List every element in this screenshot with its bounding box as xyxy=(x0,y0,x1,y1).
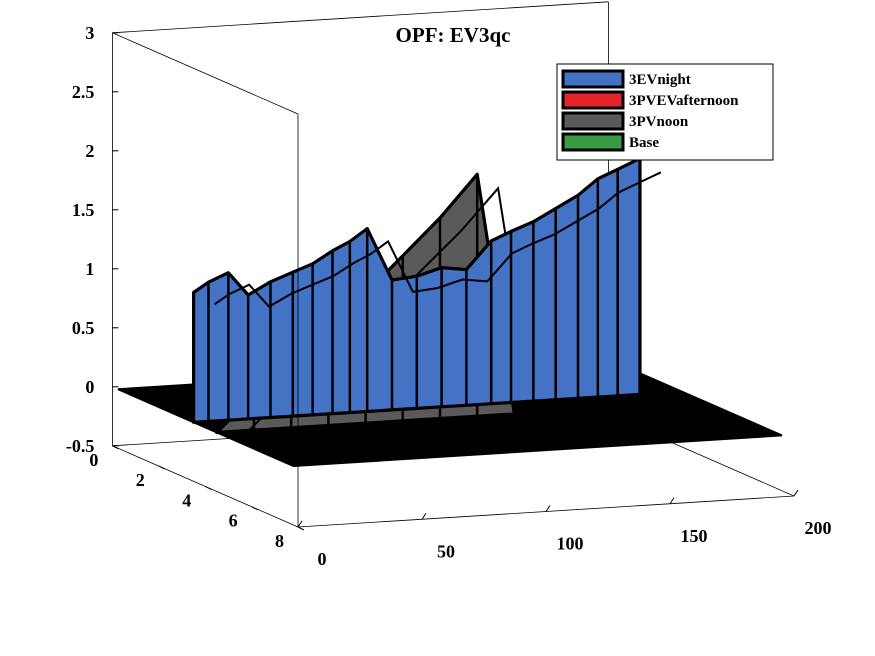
legend-label: 3PVEVafternoon xyxy=(629,93,739,109)
y-tick-mark xyxy=(297,526,305,531)
series-3evnight xyxy=(192,156,662,424)
z-tick-label: 0 xyxy=(85,377,94,397)
y-tick-mark xyxy=(251,506,258,511)
legend-label: Base xyxy=(629,135,659,151)
x-tick-label: 0 xyxy=(318,549,327,569)
x-tick-mark xyxy=(793,489,799,497)
legend-label: 3PVnoon xyxy=(629,114,689,130)
z-tick-label: 3 xyxy=(85,23,94,43)
legend: 3EVnight 3PVEVafternoon 3PVnoon Base xyxy=(556,63,774,161)
y-tick-mark xyxy=(112,445,119,450)
x-tick-label: 200 xyxy=(805,518,832,538)
z-tick-label: -0.5 xyxy=(66,436,95,456)
legend-swatch xyxy=(561,111,625,131)
legend-swatch xyxy=(561,69,625,89)
x-tick-label: 100 xyxy=(557,534,584,554)
series-3evnight-back-edge xyxy=(213,171,662,308)
x-tick-mark xyxy=(421,512,427,520)
axes-edge-back xyxy=(112,1,609,34)
z-tick-label: 2 xyxy=(85,141,94,161)
z-tick-label: 0.5 xyxy=(72,318,95,338)
y-tick-mark xyxy=(158,465,166,470)
z-tick-label: 2.5 xyxy=(72,82,95,102)
z-tick-label: 1 xyxy=(85,259,94,279)
x-tick-label: 50 xyxy=(437,541,455,561)
x-tick-mark xyxy=(545,505,551,512)
y-tick-label: 8 xyxy=(275,531,284,551)
y-tick-mark xyxy=(204,485,212,490)
legend-swatch xyxy=(561,132,625,152)
axes-edge-front xyxy=(112,32,299,115)
x-tick-mark xyxy=(297,520,303,528)
axes-edge-front xyxy=(608,414,795,497)
y-tick-label: 2 xyxy=(136,470,145,490)
x-tick-label: 150 xyxy=(681,526,708,546)
y-tick-label: 0 xyxy=(89,450,98,470)
y-tick-label: 6 xyxy=(229,511,238,531)
chart-title: OPF: EV3qc xyxy=(396,23,511,47)
x-tick-mark xyxy=(669,497,675,505)
z-tick-label: 1.5 xyxy=(72,200,95,220)
plot-area xyxy=(117,156,783,468)
y-tick-label: 4 xyxy=(182,490,191,510)
axes-box-front xyxy=(112,32,795,528)
legend-swatch xyxy=(561,90,625,110)
legend-label: 3EVnight xyxy=(629,72,691,88)
